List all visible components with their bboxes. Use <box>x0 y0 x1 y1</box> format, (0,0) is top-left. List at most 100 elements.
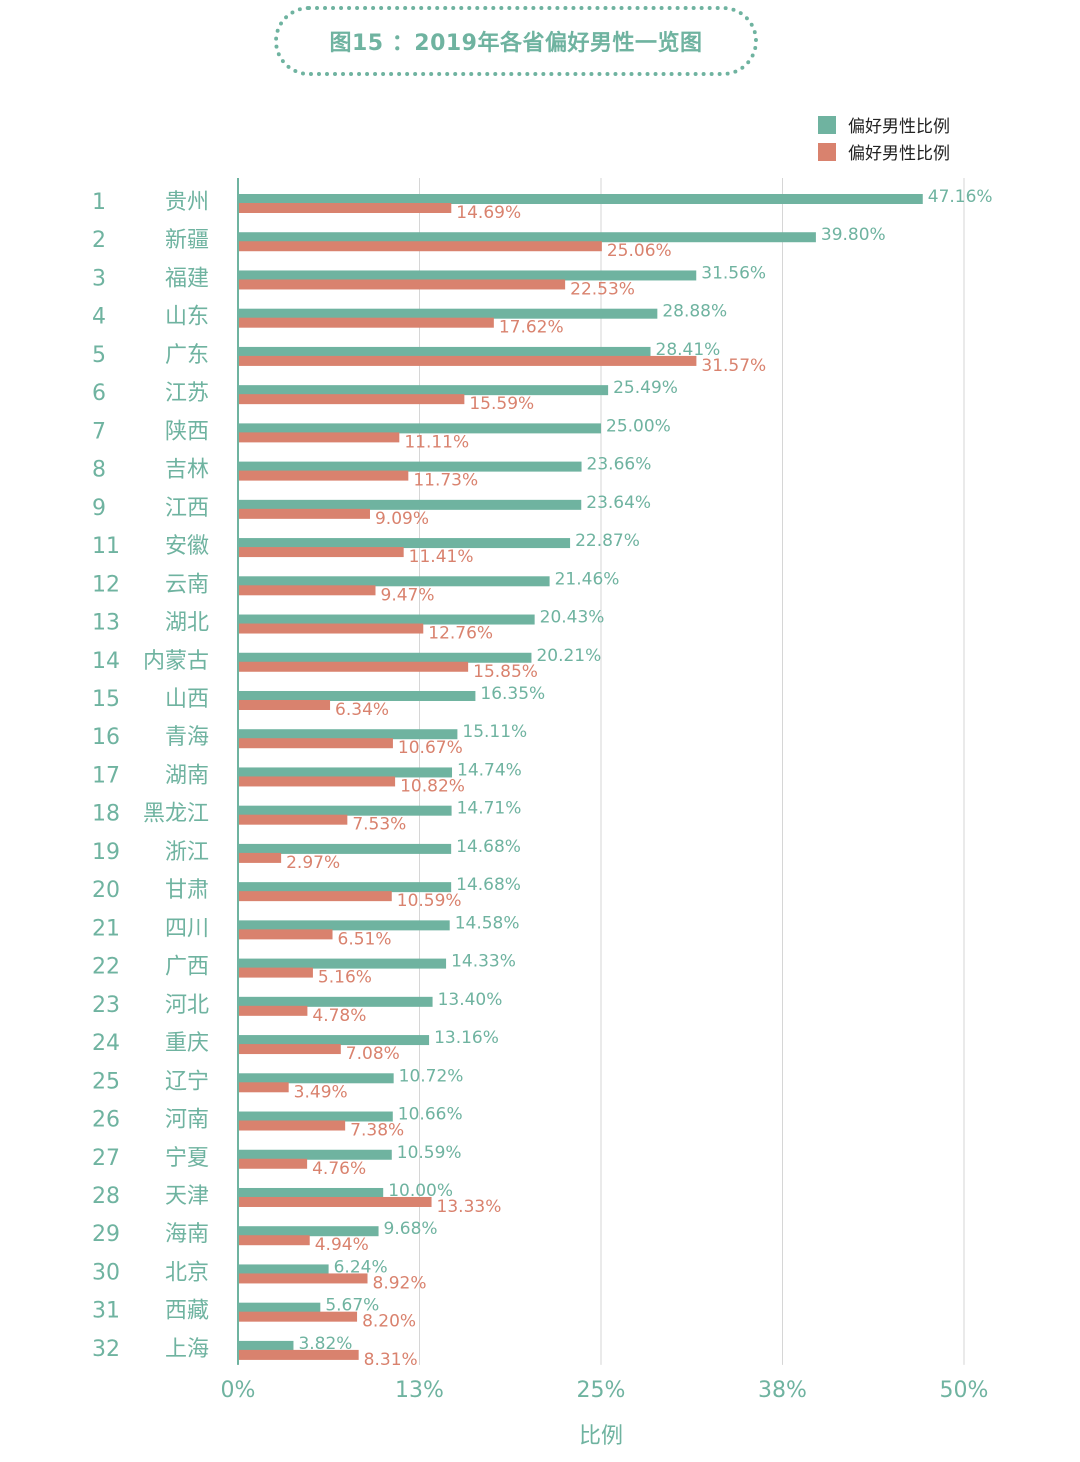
bar-series-2 <box>239 661 469 672</box>
category-label: 安徽 <box>165 534 209 559</box>
bar-series-2 <box>239 1311 358 1322</box>
rank-label: 6 <box>92 381 106 406</box>
value-label-series-2: 31.57% <box>701 356 766 376</box>
bar-series-2 <box>239 547 404 558</box>
value-label-series-1: 6.24% <box>334 1257 388 1277</box>
rank-label: 18 <box>92 802 120 827</box>
value-label-series-2: 8.31% <box>364 1350 418 1370</box>
x-tick-label: 38% <box>758 1378 807 1403</box>
bar-series-2 <box>239 699 331 710</box>
bar-series-1 <box>239 346 651 357</box>
bar-series-1 <box>239 308 658 319</box>
value-label-series-1: 13.40% <box>438 990 503 1010</box>
bar-series-1 <box>239 805 452 816</box>
value-label-series-2: 6.34% <box>335 700 389 720</box>
bar-series-1 <box>239 461 582 472</box>
chart-title-box: 图15 ：2019年各省偏好男性一览图 <box>274 6 758 76</box>
bar-series-2 <box>239 738 393 749</box>
value-label-series-1: 10.00% <box>388 1181 453 1201</box>
value-label-series-2: 17.62% <box>499 318 564 338</box>
value-label-series-1: 14.33% <box>451 952 516 972</box>
rank-label: 24 <box>92 1031 120 1056</box>
category-label: 湖南 <box>165 763 209 788</box>
value-label-series-1: 14.68% <box>456 837 521 857</box>
rank-label: 3 <box>92 266 106 291</box>
rank-label: 21 <box>92 916 120 941</box>
value-label-series-1: 28.88% <box>662 302 727 322</box>
rank-label: 23 <box>92 993 120 1018</box>
category-label: 重庆 <box>165 1031 209 1056</box>
legend-label: 偏好男性比例 <box>848 117 950 137</box>
value-label-series-2: 25.06% <box>607 241 672 261</box>
value-label-series-1: 23.66% <box>587 455 652 475</box>
value-label-series-2: 7.38% <box>350 1121 404 1141</box>
category-label: 甘肃 <box>165 878 209 903</box>
bar-series-2 <box>239 1005 308 1016</box>
value-label-series-2: 10.59% <box>397 891 462 911</box>
category-label: 海南 <box>165 1222 209 1247</box>
x-tick-label: 50% <box>940 1378 989 1403</box>
x-tick-label: 13% <box>395 1378 444 1403</box>
bar-series-2 <box>239 1273 368 1284</box>
category-label: 四川 <box>165 916 209 941</box>
category-label: 河南 <box>165 1108 209 1133</box>
bar-series-1 <box>239 1187 384 1198</box>
value-label-series-2: 8.92% <box>373 1273 427 1293</box>
rank-label: 29 <box>92 1222 120 1247</box>
bar-series-1 <box>239 843 452 854</box>
value-label-series-1: 10.72% <box>399 1066 464 1086</box>
bar-series-1 <box>239 767 453 778</box>
value-label-series-1: 10.66% <box>398 1105 463 1125</box>
bar-series-2 <box>239 1158 308 1169</box>
category-label: 内蒙古 <box>143 649 209 674</box>
bar-series-1 <box>239 499 582 510</box>
bar-series-1 <box>239 1340 294 1351</box>
legend-swatch <box>818 143 836 161</box>
bar-series-1 <box>239 1111 393 1122</box>
value-label-series-1: 25.49% <box>613 378 678 398</box>
rank-label: 5 <box>92 343 106 368</box>
value-label-series-2: 4.94% <box>315 1235 369 1255</box>
category-label: 浙江 <box>165 840 209 865</box>
rank-label: 14 <box>92 649 120 674</box>
category-label: 上海 <box>165 1337 209 1362</box>
bar-series-1 <box>239 576 550 587</box>
bar-series-1 <box>239 423 601 434</box>
rank-label: 31 <box>92 1299 120 1324</box>
bar-series-2 <box>239 508 370 519</box>
category-label: 云南 <box>165 572 209 597</box>
bar-series-1 <box>239 1226 379 1237</box>
bar-series-2 <box>239 1349 359 1360</box>
rank-label: 4 <box>92 305 106 330</box>
value-label-series-1: 39.80% <box>821 225 886 245</box>
rank-label: 13 <box>92 611 120 636</box>
bar-series-2 <box>239 470 409 481</box>
legend-label: 偏好男性比例 <box>848 144 950 164</box>
rank-label: 11 <box>92 534 120 559</box>
bar-series-1 <box>239 1073 394 1084</box>
bar-series-1 <box>239 1149 392 1160</box>
bar-series-1 <box>239 652 532 663</box>
category-label: 黑龙江 <box>143 802 209 827</box>
value-label-series-2: 11.11% <box>404 432 469 452</box>
category-label: 山东 <box>165 305 209 330</box>
value-label-series-2: 4.76% <box>312 1159 366 1179</box>
value-label-series-1: 10.59% <box>397 1143 462 1163</box>
rank-label: 1 <box>92 190 106 215</box>
category-label: 贵州 <box>165 190 209 215</box>
bar-series-2 <box>239 355 697 366</box>
value-label-series-2: 15.85% <box>473 662 538 682</box>
bar-series-2 <box>239 814 348 825</box>
rank-label: 20 <box>92 878 120 903</box>
value-label-series-2: 11.73% <box>413 471 478 491</box>
bar-series-1 <box>239 1264 329 1275</box>
category-label: 西藏 <box>165 1299 209 1324</box>
rank-label: 30 <box>92 1260 120 1285</box>
category-label: 天津 <box>165 1184 209 1209</box>
bar-series-2 <box>239 623 424 634</box>
rank-label: 12 <box>92 572 120 597</box>
value-label-series-2: 10.67% <box>398 738 463 758</box>
rank-label: 8 <box>92 458 106 483</box>
value-label-series-2: 6.51% <box>338 929 392 949</box>
